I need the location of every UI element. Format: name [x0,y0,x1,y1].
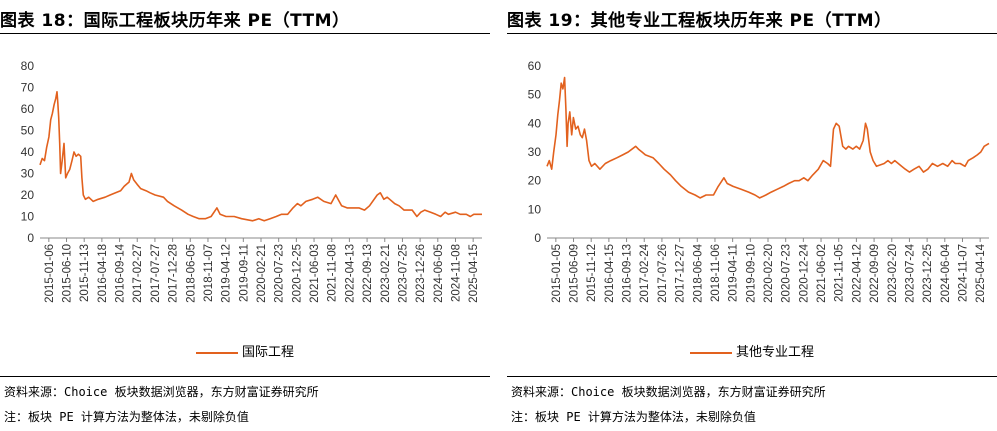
x-tick-label: 2023-07-25 [397,244,409,303]
x-tick-label: 2017-12-28 [168,244,180,303]
x-tick-label: 2021-11-08 [327,244,339,302]
x-tick-label: 2016-09-13 [622,244,634,303]
x-tick-label: 2018-06-04 [692,243,704,302]
y-tick-label: 60 [528,59,542,73]
legend-line-swatch [689,351,732,354]
title-divider [507,33,997,34]
x-tick-label: 2018-11-06 [710,244,722,302]
y-tick-label: 0 [534,231,541,245]
legend-label: 其他专业工程 [735,345,814,360]
x-tick-label: 2015-01-05 [551,244,563,303]
x-tick-label: 2021-06-03 [309,244,321,303]
y-tick-label: 10 [528,202,542,216]
line-chart-other-specialty-engineering: 0 10 20 30 40 50 60 2015-01-05 2015-06-09 2015-11… [528,59,990,303]
x-tick-label: 2017-02-27 [132,244,144,303]
x-tick-label: 2019-04-11 [728,244,740,302]
x-tick-label: 2017-07-26 [657,244,669,303]
y-tick-label: 20 [21,188,35,202]
x-tick-label: 2023-02-21 [380,244,392,303]
x-tick-label: 2017-12-27 [675,244,687,303]
x-tick-label: 2023-12-25 [922,244,934,303]
x-tick-label: 2024-11-07 [957,244,969,302]
x-tick-label: 2025-04-15 [468,244,480,303]
x-tick-label: 2016-09-14 [115,243,127,302]
x-tick-label: 2020-12-25 [291,244,303,303]
x-tick-label: 2015-06-09 [569,244,581,303]
x-tick-label: 2025-04-14 [975,243,987,302]
x-tick-label: 2020-07-23 [781,244,793,303]
chart-legend: 其他专业工程 [507,341,997,360]
x-tick-label: 2023-07-24 [904,243,916,302]
x-tick-label: 2018-06-05 [185,244,197,303]
x-tick-label: 2024-06-05 [433,244,445,303]
x-tick-label: 2018-11-07 [203,244,215,302]
footer-divider [507,376,997,377]
x-tick-label: 2015-01-06 [44,244,56,303]
x-tick-label: 2015-06-10 [62,244,74,303]
x-tick-label: 2022-04-12 [851,244,863,303]
x-tick-label: 2015-11-12 [586,244,598,302]
x-tick-label: 2021-11-05 [834,244,846,302]
x-tick-label: 2022-04-13 [344,244,356,303]
x-tick-label: 2023-02-20 [887,244,899,303]
y-tick-label: 50 [21,124,35,138]
title-divider [0,33,490,34]
series-line [546,76,990,199]
y-tick-label: 80 [21,59,35,73]
x-tick-label: 2020-02-20 [763,244,775,303]
x-tick-label: 2020-12-24 [798,243,810,302]
x-tick-label: 2019-09-10 [745,244,757,303]
x-tick-label: 2024-11-08 [450,244,462,302]
y-tick-label: 50 [528,88,542,102]
legend-label: 国际工程 [241,345,294,360]
x-tick-label: 2024-06-04 [940,243,952,302]
x-tick-label: 2022-09-13 [362,244,374,303]
x-tick-label: 2020-07-23 [274,244,286,303]
y-tick-label: 60 [21,102,35,116]
x-tick-label: 2022-09-09 [869,244,881,303]
line-chart-international-engineering: 0 10 20 30 40 50 60 70 80 2015-01-06 2015-06-10 201… [21,59,482,303]
x-tick-label: 2020-02-21 [256,244,268,303]
x-tick-label: 2015-11-13 [79,244,91,302]
y-tick-label: 70 [21,81,35,95]
y-tick-label: 30 [528,145,542,159]
y-tick-label: 20 [528,174,542,188]
footer-divider [0,376,490,377]
chart-title: 图表 18：国际工程板块历年来 PE（TTM） [0,11,350,31]
x-tick-label: 2019-04-12 [221,244,233,303]
x-tick-label: 2017-07-27 [150,244,162,303]
chart-legend: 国际工程 [0,341,490,360]
y-tick-label: 40 [21,145,35,159]
source-note: 资料来源：Choice 板块数据浏览器，东方财富证券研究所 [4,385,319,399]
legend-line-swatch [195,351,238,354]
x-tick-label: 2016-04-18 [97,244,109,303]
chart-panel-right: 图表 19：其他专业工程板块历年来 PE（TTM） 0 10 20 30 40 50 60 2… [507,0,997,431]
method-note: 注：板块 PE 计算方法为整体法，未剔除负值 [4,410,249,424]
x-tick-label: 2016-04-15 [604,244,616,303]
chart-panel-left: 图表 18：国际工程板块历年来 PE（TTM） 0 10 20 30 40 50 60 70 8… [0,0,490,431]
y-tick-label: 40 [528,116,542,130]
x-tick-label: 2017-02-24 [639,243,651,302]
x-tick-label: 2023-12-26 [415,244,427,303]
source-note: 资料来源：Choice 板块数据浏览器，东方财富证券研究所 [511,385,826,399]
y-tick-label: 30 [21,167,35,181]
y-tick-label: 10 [21,210,35,224]
x-tick-label: 2021-06-02 [816,244,828,303]
method-note: 注：板块 PE 计算方法为整体法，未剔除负值 [511,410,756,424]
chart-title: 图表 19：其他专业工程板块历年来 PE（TTM） [507,11,892,31]
series-line [39,91,482,222]
x-tick-label: 2019-09-11 [238,244,250,302]
y-tick-label: 0 [27,231,34,245]
